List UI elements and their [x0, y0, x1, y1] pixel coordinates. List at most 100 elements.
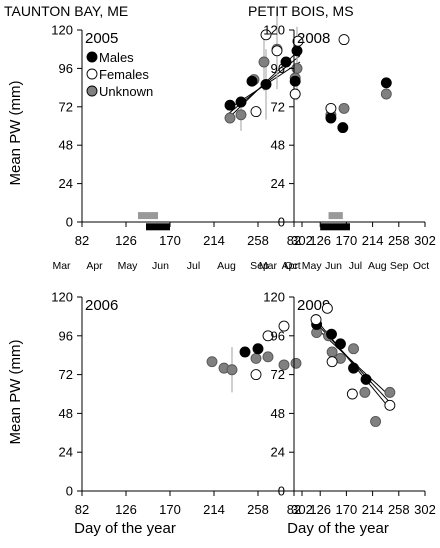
x-tick-label: 214	[203, 502, 225, 517]
y-tick-label: 24	[59, 445, 73, 460]
unknown-point	[226, 364, 238, 376]
males-point	[260, 78, 272, 90]
y-tick-label: 96	[59, 61, 73, 76]
males-point	[360, 374, 372, 385]
y-tick-label: 48	[271, 138, 285, 153]
month-label: Jul	[187, 260, 200, 272]
y-tick-label: 48	[59, 406, 73, 421]
x-tick-label: 82	[75, 233, 89, 248]
month-label: Apr	[86, 260, 103, 272]
month-label: Jun	[325, 260, 342, 272]
males-point	[280, 56, 292, 68]
females-point	[262, 330, 274, 342]
y-tick-label: 96	[59, 328, 73, 343]
x-tick-label: 126	[115, 233, 137, 248]
females-point	[321, 302, 333, 314]
month-label: May	[118, 260, 139, 272]
females-point	[271, 45, 283, 57]
males-point	[289, 75, 301, 87]
x-tick-label: 170	[159, 502, 181, 517]
y-tick-label: 48	[271, 406, 285, 421]
y-tick-label: 24	[271, 445, 285, 460]
y-tick-label: 0	[278, 484, 285, 499]
unknown-point	[278, 359, 290, 371]
month-label: Sep	[250, 260, 269, 272]
x-tick-label: 170	[336, 233, 358, 248]
x-tick-label: 126	[309, 233, 331, 248]
unknown-point	[235, 109, 247, 121]
y-tick-label: 120	[51, 23, 73, 38]
period-bar	[328, 212, 343, 220]
unknown-point	[380, 88, 392, 100]
panel-title: PETIT BOIS, MS	[248, 3, 354, 19]
y-tick-label: 72	[59, 99, 73, 114]
unknown-point	[338, 102, 350, 114]
panel-title: TAUNTON BAY, ME	[4, 3, 128, 19]
x-axis-label: Day of the year	[287, 520, 389, 537]
females-point	[260, 29, 272, 41]
y-tick-label: 72	[59, 367, 73, 382]
x-tick-label: 82	[75, 502, 89, 517]
month-label: Aug	[217, 260, 236, 272]
unknown-point	[250, 352, 262, 364]
legend-label: Unknown	[99, 84, 153, 99]
month-label: Oct	[413, 260, 429, 272]
month-label: Sep	[390, 260, 409, 272]
y-axis-label: Mean PW (mm)	[7, 339, 24, 444]
females-point	[326, 356, 338, 368]
unknown-point	[206, 356, 218, 368]
unknown-point	[384, 386, 396, 398]
females-point	[289, 88, 301, 100]
y-tick-label: 72	[271, 99, 285, 114]
males-point	[224, 99, 236, 111]
y-tick-label: 0	[66, 215, 73, 230]
year-label: 2006	[85, 297, 118, 314]
legend-label: Males	[99, 50, 134, 65]
month-label: Mar	[259, 260, 278, 272]
females-point	[310, 314, 322, 326]
x-tick-label: 258	[388, 233, 410, 248]
unknown-point	[348, 343, 359, 355]
unknown-point	[359, 386, 371, 398]
y-tick-label: 0	[66, 484, 73, 499]
x-tick-label: 302	[414, 233, 436, 248]
legend-label: Females	[99, 67, 149, 82]
y-tick-label: 96	[271, 328, 285, 343]
month-label: Jun	[152, 260, 169, 272]
x-tick-label: 170	[159, 233, 181, 248]
y-tick-label: 24	[271, 176, 285, 191]
x-axis-label: Day of the year	[74, 520, 176, 537]
month-label: Jul	[349, 260, 362, 272]
month-label: Aug	[368, 260, 387, 272]
y-tick-label: 0	[278, 215, 285, 230]
x-tick-label: 258	[247, 233, 269, 248]
males-point	[380, 77, 392, 89]
period-bar	[138, 212, 158, 220]
x-tick-label: 214	[362, 502, 384, 517]
x-tick-label: 214	[203, 233, 225, 248]
x-tick-label: 82	[287, 502, 301, 517]
males-point	[337, 122, 349, 134]
y-tick-label: 72	[271, 367, 285, 382]
x-tick-label: 170	[336, 502, 358, 517]
month-label: Mar	[52, 260, 71, 272]
x-tick-label: 258	[247, 502, 269, 517]
unknown-point	[258, 56, 270, 68]
females-point	[250, 369, 262, 381]
y-tick-label: 48	[59, 138, 73, 153]
males-point	[326, 328, 337, 340]
unknown-point	[290, 357, 302, 369]
males-point	[246, 75, 258, 87]
month-label: Apr	[282, 260, 299, 272]
females-point	[278, 320, 290, 332]
year-label: 2009	[297, 297, 330, 314]
legend-marker	[86, 51, 98, 63]
males-point	[348, 362, 359, 374]
legend-marker	[86, 68, 98, 80]
y-tick-label: 24	[59, 176, 73, 191]
females-point	[384, 399, 396, 411]
x-tick-label: 82	[287, 233, 301, 248]
y-axis-label: Mean PW (mm)	[7, 80, 24, 185]
males-point	[235, 96, 247, 108]
